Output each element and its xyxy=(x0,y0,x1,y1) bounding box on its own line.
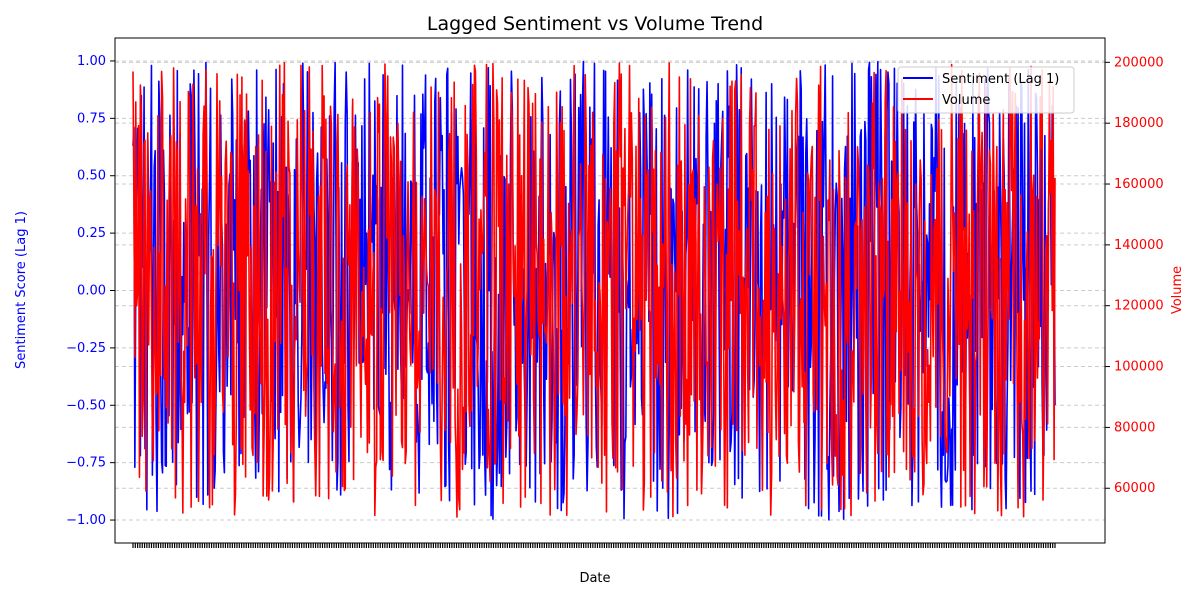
series-layer xyxy=(132,60,1056,521)
legend-sentiment-label: Sentiment (Lag 1) xyxy=(942,72,1059,87)
left-tick-label: −1.00 xyxy=(66,513,106,528)
left-axis-ticks: −1.00 −0.75 −0.50 −0.25 0.00 0.25 0.50 0.75 1.00 xyxy=(66,54,115,528)
left-tick-label: −0.75 xyxy=(66,456,106,471)
x-axis-ticks xyxy=(132,543,1056,548)
right-axis-ticks: 60000 80000 100000 120000 140000 160000 180000… xyxy=(1105,55,1164,496)
x-axis-label: Date xyxy=(579,571,610,586)
y-axis-right-label: Volume xyxy=(1170,266,1185,314)
right-tick-label: 140000 xyxy=(1114,238,1164,253)
left-tick-label: 1.00 xyxy=(77,54,106,69)
right-tick-label: 200000 xyxy=(1114,55,1164,70)
legend-volume-label: Volume xyxy=(942,93,990,108)
right-tick-label: 100000 xyxy=(1114,360,1164,375)
series-line-volume xyxy=(132,61,1056,518)
left-tick-label: −0.50 xyxy=(66,398,106,413)
right-tick-label: 60000 xyxy=(1114,481,1155,496)
left-tick-label: 0.50 xyxy=(77,169,106,184)
right-tick-label: 80000 xyxy=(1114,420,1155,435)
left-tick-label: −0.25 xyxy=(66,341,106,356)
left-tick-label: 0.75 xyxy=(77,111,106,126)
y-axis-left-label: Sentiment Score (Lag 1) xyxy=(14,211,29,369)
chart-title: Lagged Sentiment vs Volume Trend xyxy=(427,13,763,35)
right-tick-label: 160000 xyxy=(1114,177,1164,192)
legend: Sentiment (Lag 1) Volume xyxy=(897,66,1075,114)
left-tick-label: 0.00 xyxy=(77,284,106,299)
left-tick-label: 0.25 xyxy=(77,226,106,241)
right-tick-label: 180000 xyxy=(1114,116,1164,131)
legend-box xyxy=(897,66,1075,114)
right-tick-label: 120000 xyxy=(1114,299,1164,314)
